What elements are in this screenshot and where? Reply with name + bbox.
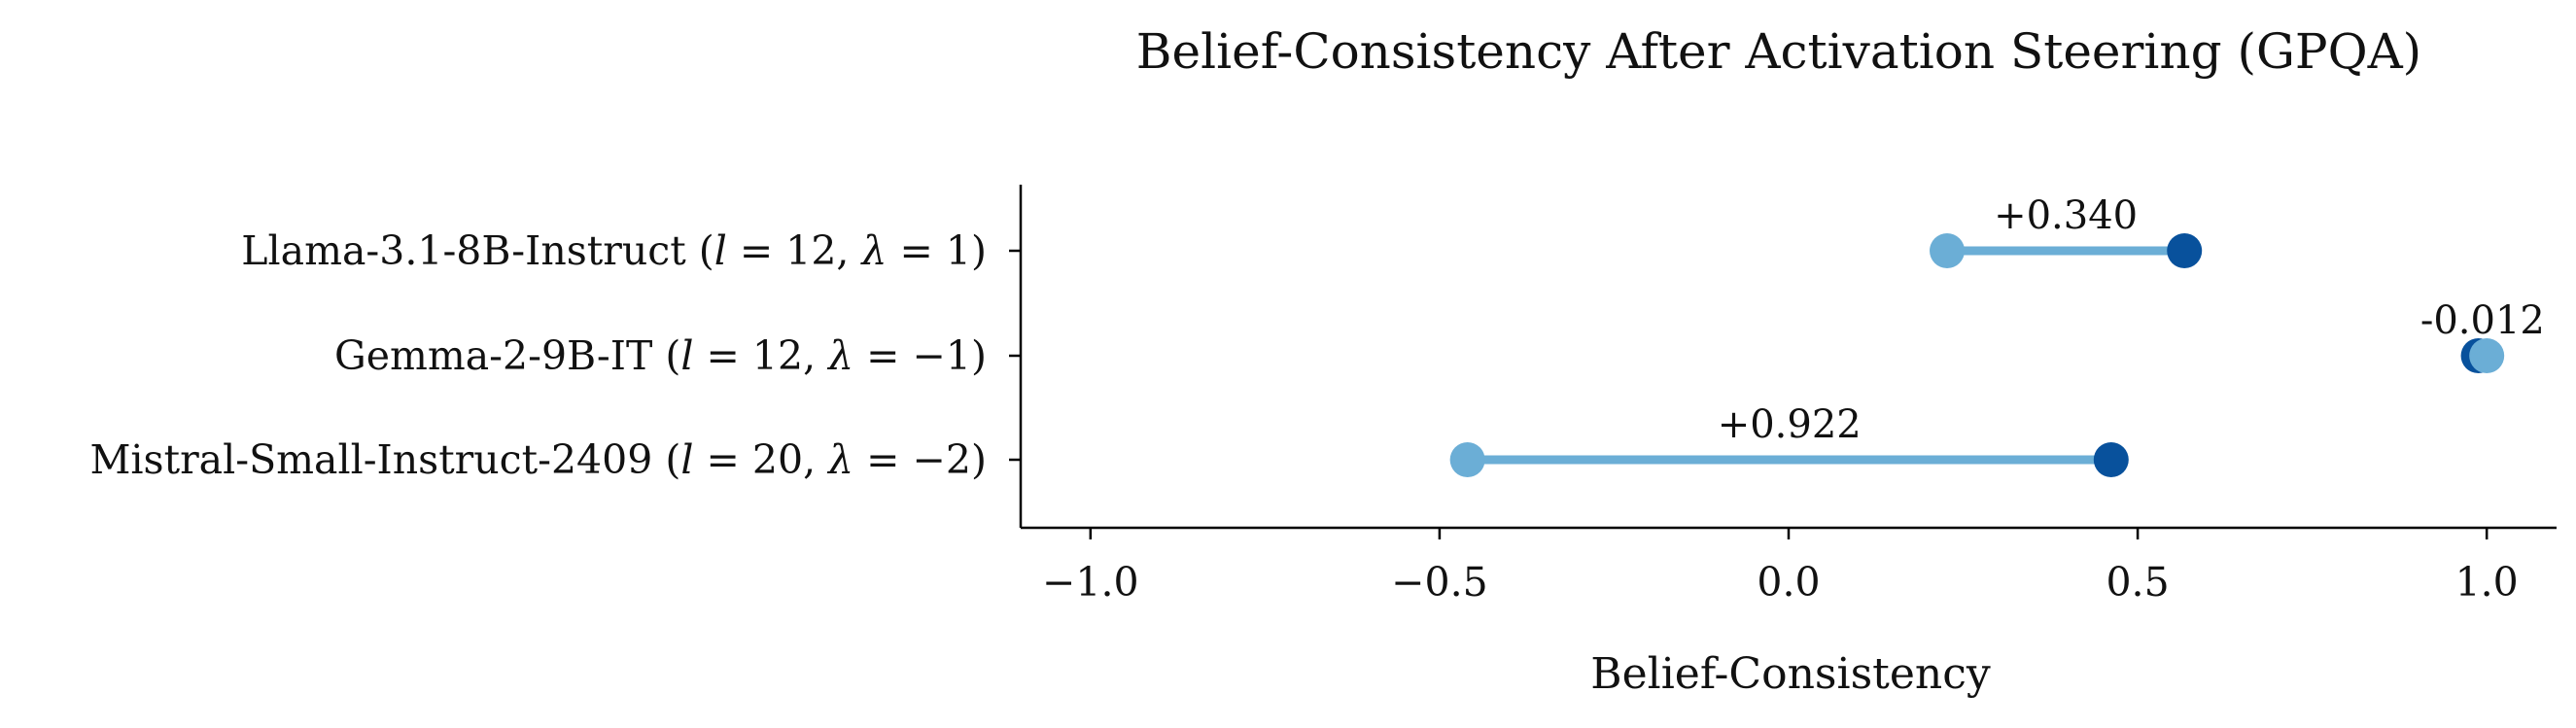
- delta-label: +0.340: [1994, 193, 2138, 238]
- row-label: Gemma-2-9B-IT (l = 12, λ = −1): [334, 332, 987, 379]
- after-point: [2167, 233, 2203, 268]
- delta-label: -0.012: [2420, 298, 2545, 343]
- x-tick-label: −0.5: [1391, 559, 1488, 606]
- before-point: [1449, 442, 1485, 477]
- plot-area: −1.0 −0.5 0.0 0.5 1.0 Llama-3.1-8B-Instruct (…: [89, 185, 2557, 606]
- after-point: [2093, 442, 2129, 477]
- row-label: Llama-3.1-8B-Instruct (l = 12, λ = 1): [241, 227, 987, 274]
- x-tick-label: 0.5: [2106, 559, 2169, 606]
- before-point: [1930, 233, 1966, 268]
- x-tick-label: 1.0: [2455, 559, 2519, 606]
- x-axis-label: Belief-Consistency: [1590, 649, 1991, 699]
- delta-label: +0.922: [1718, 402, 1862, 447]
- x-tick-label: −1.0: [1042, 559, 1139, 606]
- before-point: [2469, 338, 2505, 373]
- x-tick-label: 0.0: [1757, 559, 1820, 606]
- row-label: Mistral-Small-Instruct-2409 (l = 20, λ =…: [89, 436, 987, 483]
- chart-title: Belief-Consistency After Activation Stee…: [1136, 23, 2421, 80]
